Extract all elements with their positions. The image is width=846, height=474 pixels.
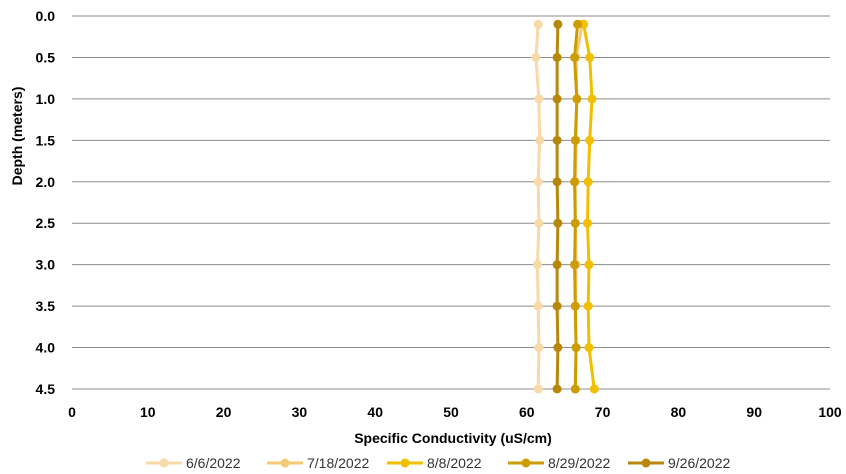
data-point: [535, 135, 545, 145]
data-point: [587, 94, 597, 104]
y-tick-label: 1.0: [36, 91, 56, 107]
series-layer: [531, 19, 599, 394]
legend-swatch-marker: [400, 458, 410, 468]
y-tick-label: 3.0: [36, 257, 56, 273]
data-point: [552, 384, 562, 394]
legend-label: 7/18/2022: [307, 455, 369, 471]
data-point: [533, 384, 543, 394]
y-tick-labels: 0.0 0.5 1.0 1.5 2.0 2.5 3.0 3.5 4.0 4.5: [36, 8, 56, 397]
series-line: [582, 24, 596, 390]
y-tick-label: 0.0: [36, 8, 56, 24]
x-tick-labels: 0 10 20 30 40 50 60 70 80 90 100: [68, 404, 842, 420]
legend: 6/6/2022 7/18/2022 8/8/2022 8/29/2022 9/26/2…: [146, 455, 730, 471]
x-tick-label: 70: [595, 404, 611, 420]
data-point: [582, 218, 592, 228]
data-point: [552, 301, 562, 311]
data-point: [552, 135, 562, 145]
data-point: [552, 177, 562, 187]
data-point: [584, 260, 594, 270]
data-point: [533, 301, 543, 311]
y-tick-label: 0.5: [36, 49, 56, 65]
data-point: [571, 343, 581, 353]
y-tick-label: 4.0: [36, 340, 56, 356]
x-tick-label: 30: [292, 404, 308, 420]
series-line: [573, 24, 580, 390]
x-tick-label: 40: [367, 404, 383, 420]
y-tick-label: 3.5: [36, 298, 56, 314]
data-point: [589, 384, 599, 394]
x-tick-label: 60: [519, 404, 535, 420]
x-tick-label: 90: [746, 404, 762, 420]
y-tick-label: 4.5: [36, 381, 56, 397]
legend-item: 8/29/2022: [508, 455, 610, 471]
series: [579, 19, 599, 394]
data-point: [585, 135, 595, 145]
data-point: [572, 94, 582, 104]
y-tick-label: 2.5: [36, 215, 56, 231]
data-point: [570, 177, 580, 187]
data-point: [570, 384, 580, 394]
series: [570, 19, 583, 394]
legend-item: 6/6/2022: [146, 455, 241, 471]
x-tick-label: 100: [818, 404, 842, 420]
x-axis-title: Specific Conductivity (uS/cm): [354, 430, 552, 446]
legend-item: 9/26/2022: [628, 455, 730, 471]
series-line: [555, 24, 560, 390]
gridlines: [72, 15, 830, 390]
series: [552, 19, 563, 394]
data-point: [533, 19, 543, 29]
legend-swatch-marker: [159, 458, 169, 468]
data-point: [552, 260, 562, 270]
legend-label: 8/8/2022: [427, 455, 482, 471]
data-point: [534, 343, 544, 353]
data-point: [583, 177, 593, 187]
legend-label: 6/6/2022: [186, 455, 241, 471]
data-point: [585, 52, 595, 62]
data-point: [534, 94, 544, 104]
legend-label: 8/29/2022: [548, 455, 610, 471]
legend-label: 9/26/2022: [668, 455, 730, 471]
x-tick-label: 10: [140, 404, 156, 420]
data-point: [583, 301, 593, 311]
legend-swatch-marker: [280, 458, 290, 468]
data-point: [570, 301, 580, 311]
data-point: [553, 343, 563, 353]
series-line: [534, 24, 542, 390]
data-point: [552, 52, 562, 62]
data-point: [570, 260, 580, 270]
data-point: [533, 177, 543, 187]
data-point: [553, 19, 563, 29]
y-tick-label: 2.0: [36, 174, 56, 190]
data-point: [573, 19, 583, 29]
y-tick-label: 1.5: [36, 132, 56, 148]
x-tick-label: 20: [216, 404, 232, 420]
legend-swatch-marker: [521, 458, 531, 468]
data-point: [553, 218, 563, 228]
x-tick-label: 0: [68, 404, 76, 420]
data-point: [552, 94, 562, 104]
data-point: [570, 218, 580, 228]
data-point: [570, 135, 580, 145]
data-point: [584, 343, 594, 353]
data-point: [570, 52, 580, 62]
x-tick-label: 80: [671, 404, 687, 420]
series: [531, 19, 545, 394]
legend-item: 8/8/2022: [387, 455, 482, 471]
data-point: [534, 218, 544, 228]
series: [570, 19, 587, 394]
legend-item: 7/18/2022: [267, 455, 369, 471]
data-point: [531, 52, 541, 62]
y-axis-title: Depth (meters): [9, 87, 25, 186]
data-point: [532, 260, 542, 270]
legend-swatch-marker: [641, 458, 651, 468]
x-tick-label: 50: [443, 404, 459, 420]
